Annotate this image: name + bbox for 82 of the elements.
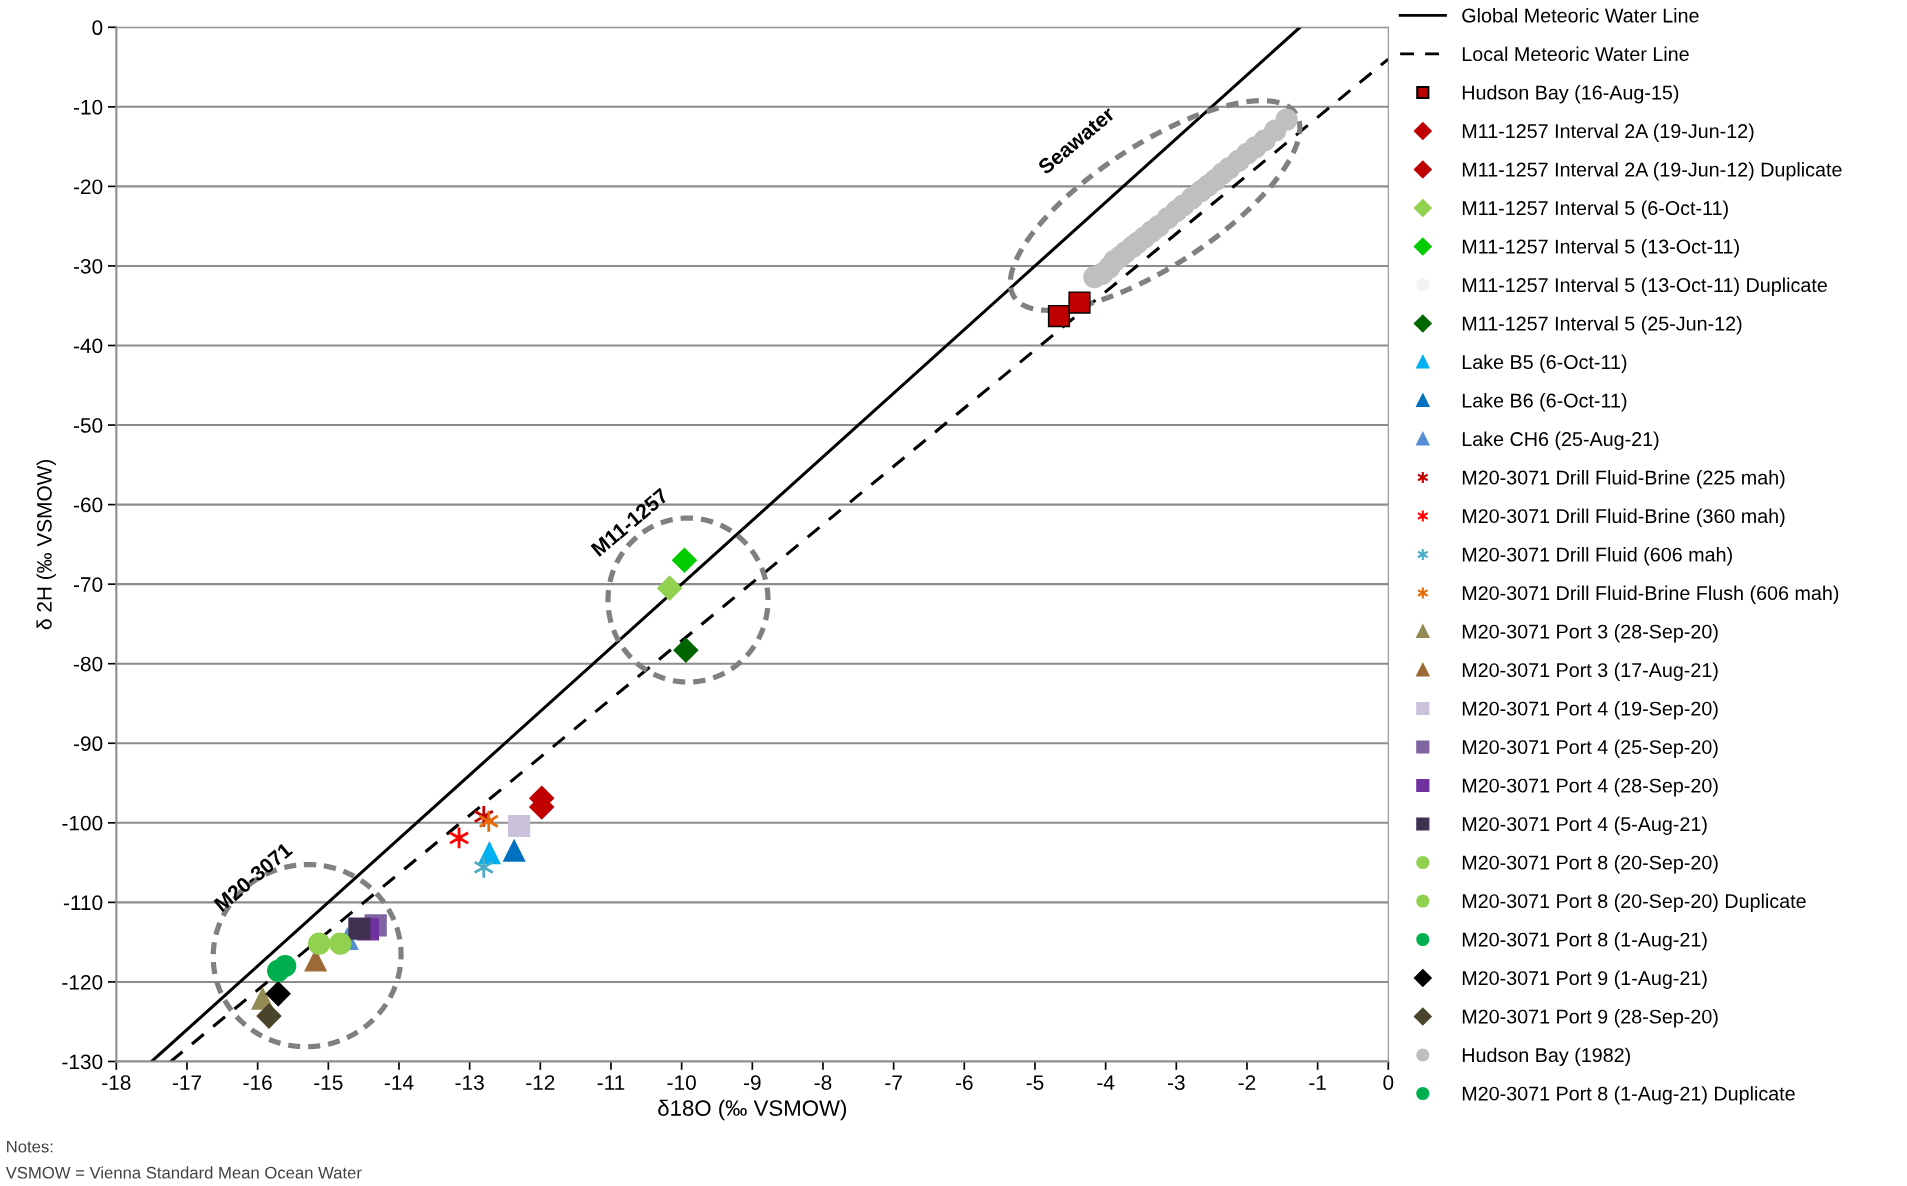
legend-label: M20-3071 Port 4 (28-Sep-20) (1462, 778, 1718, 797)
point (478, 809, 500, 834)
legend-label: M20-3071 Port 8 (1-Aug-21) Duplicate (1462, 1086, 1795, 1105)
legend-label: M20-3071 Drill Fluid-Brine Flush (606 mah) (1462, 585, 1839, 604)
point (657, 575, 683, 601)
x-tick-label: -1 (1309, 1075, 1326, 1090)
y-axis-title: δ 2H (‰ VSMOW) (36, 460, 56, 630)
x-tick-label: -16 (243, 1075, 272, 1090)
x-tick-label: -15 (314, 1075, 343, 1090)
x-tick-label: -3 (1167, 1075, 1185, 1090)
point (348, 917, 371, 940)
y-tick-label: -120 (62, 974, 103, 990)
y-tick-label: -130 (62, 1054, 103, 1070)
legend-label: M20-3071 Port 8 (20-Sep-20) Duplicate (1462, 893, 1806, 912)
point (256, 1003, 282, 1029)
x-tick-label: -4 (1097, 1075, 1115, 1090)
legend-label: M20-3071 Port 8 (1-Aug-21) (1462, 932, 1707, 951)
x-tick-label: 0 (1383, 1075, 1394, 1090)
legend-label: M20-3071 Drill Fluid-Brine (225 mah) (1462, 470, 1785, 489)
point (329, 932, 352, 955)
legend-label: M20-3071 Port 4 (5-Aug-21) (1462, 816, 1707, 835)
point (503, 839, 526, 862)
legend-label: M20-3071 Port 9 (28-Sep-20) (1462, 1009, 1718, 1028)
legend-label: M20-3071 Port 4 (25-Sep-20) (1462, 739, 1718, 758)
x-tick-label: -12 (526, 1075, 555, 1090)
x-tick-label: -5 (1026, 1075, 1044, 1090)
x-tick-label: -8 (814, 1075, 832, 1090)
x-tick-label: -18 (102, 1075, 131, 1090)
y-tick-label: -40 (73, 338, 103, 354)
y-tick-label: -110 (63, 895, 103, 911)
legend-label: M20-3071 Port 8 (20-Sep-20) (1462, 855, 1718, 874)
legend-label: Lake B5 (6-Oct-11) (1462, 354, 1627, 373)
point (308, 932, 331, 955)
legend-label: Hudson Bay (16-Aug-15) (1462, 85, 1679, 104)
y-tick-label: -50 (73, 418, 103, 433)
legend-label: M11-1257 Interval 2A (19-Jun-12) (1462, 123, 1754, 142)
legend-label: Lake B6 (6-Oct-11) (1462, 393, 1627, 412)
legend-label: M11-1257 Interval 5 (6-Oct-11) (1462, 200, 1728, 219)
x-tick-label: -7 (885, 1075, 902, 1090)
point (473, 855, 495, 880)
x-tick-label: -6 (955, 1075, 973, 1090)
x-tick-label: -13 (455, 1075, 484, 1090)
y-tick-label: -90 (73, 736, 103, 752)
point (1068, 291, 1091, 314)
y-tick-label: 0 (92, 20, 103, 36)
x-tick-label: -11 (597, 1075, 625, 1090)
y-tick-label: -80 (73, 656, 103, 672)
x-tick-label: -2 (1238, 1075, 1256, 1090)
legend-label: M20-3071 Port 9 (1-Aug-21) (1462, 970, 1707, 990)
legend-label: M11-1257 Interval 5 (13-Oct-11) (1462, 239, 1739, 258)
y-tick-label: -60 (73, 497, 103, 513)
legend-label: M11-1257 Interval 5 (13-Oct-11) Duplicate (1462, 277, 1827, 296)
legend-label: M11-1257 Interval 5 (25-Jun-12) (1462, 316, 1742, 335)
legend-label: Global Meteoric Water Line (1462, 8, 1699, 23)
point (1275, 108, 1298, 131)
point (673, 637, 699, 663)
legend-label: Hudson Bay (1982) (1462, 1047, 1630, 1067)
x-axis-title: δ18O (‰ VSMOW) (658, 1099, 847, 1121)
text: VSMOW = Vienna Standard Mean Ocean Water (5, 1166, 362, 1179)
legend-label: M20-3071 Drill Fluid-Brine (360 mah) (1462, 508, 1785, 527)
legend-label: Local Meteoric Water Line (1462, 46, 1689, 62)
point (508, 814, 531, 838)
y-tick-label: -20 (73, 179, 103, 195)
point (671, 547, 697, 573)
point (267, 959, 290, 982)
point (265, 981, 291, 1007)
legend-label: M11-1257 Interval 2A (19-Jun-12) Duplicate (1462, 162, 1842, 181)
x-tick-label: -14 (384, 1075, 414, 1090)
text: Notes: (7, 1140, 53, 1153)
y-tick-label: -30 (73, 258, 103, 274)
point (1047, 304, 1071, 328)
y-tick-label: -10 (73, 99, 103, 115)
y-tick-label: -100 (62, 815, 103, 831)
legend-label: M20-3071 Port 3 (17-Aug-21) (1462, 662, 1718, 681)
legend-label: M20-3071 Drill Fluid (606 mah) (1462, 547, 1732, 566)
legend-label: Lake CH6 (25-Aug-21) (1462, 431, 1659, 450)
legend-label: M20-3071 Port 3 (28-Sep-20) (1462, 624, 1718, 643)
legend-label: M20-3071 Port 4 (19-Sep-20) (1462, 701, 1718, 720)
x-tick-label: -10 (667, 1075, 696, 1090)
y-tick-label: -70 (73, 577, 103, 592)
x-tick-label: -17 (172, 1075, 201, 1090)
x-tick-label: -9 (743, 1075, 761, 1090)
